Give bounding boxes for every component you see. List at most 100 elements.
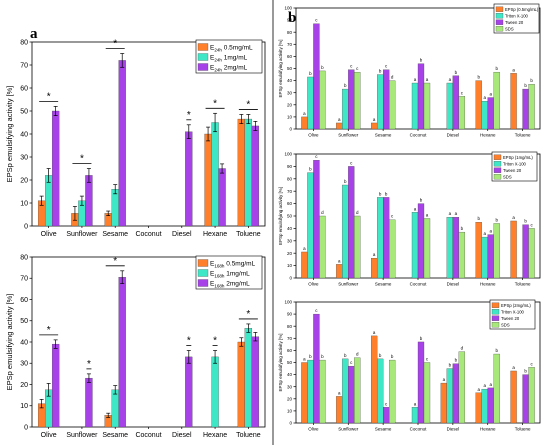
bar — [342, 358, 349, 424]
bar — [370, 258, 378, 279]
significance-star: * — [213, 98, 217, 109]
significance-letter: a — [449, 77, 452, 82]
significance-letter: c — [350, 160, 353, 165]
significance-star: * — [187, 336, 191, 347]
significance-letter: a — [489, 382, 492, 387]
bar — [423, 82, 431, 130]
significance-letter: b — [309, 71, 312, 76]
x-tick-label: Toluene — [236, 231, 261, 238]
bar — [481, 101, 488, 130]
bar — [411, 82, 419, 130]
significance-letter: a — [449, 211, 452, 216]
significance-letter: a — [373, 117, 376, 122]
bar — [493, 353, 500, 424]
y-tick-label: 80 — [20, 39, 28, 46]
bar — [388, 219, 396, 279]
panel-b-label: b — [288, 10, 296, 26]
y-tick-label: 30 — [287, 238, 293, 243]
legend-swatch — [491, 315, 500, 321]
bar — [251, 125, 260, 227]
bar — [51, 343, 60, 428]
significance-star: * — [187, 110, 191, 121]
significance-letter: a — [338, 390, 341, 395]
bar — [313, 23, 320, 130]
legend-swatch — [495, 6, 504, 12]
y-tick-label: 90 — [287, 164, 293, 169]
x-tick-label: Sunflower — [66, 231, 98, 238]
bar — [528, 228, 535, 279]
significance-letter: b — [449, 363, 452, 368]
x-tick-label: Olive — [41, 432, 57, 439]
legend-label: E24h 2mg/mL — [210, 65, 248, 73]
y-tick-label: 20 — [287, 251, 293, 256]
legend: E24h 0.5mg/mL E24h 1mg/mL E24h 2mg/mL — [195, 39, 263, 74]
bar — [423, 218, 431, 279]
significance-letter: a — [414, 401, 417, 406]
significance-letter: b — [455, 70, 458, 75]
bar — [85, 175, 93, 227]
significance-letter: a — [338, 258, 341, 263]
significance-letter: d — [391, 75, 394, 80]
y-axis-label: EPSp emulsifying activity [%] — [278, 333, 283, 391]
bar — [446, 368, 454, 424]
bar — [458, 231, 466, 279]
significance-letter: c — [350, 360, 353, 365]
legend-label: SDS — [501, 322, 510, 327]
significance-star: * — [113, 256, 117, 267]
y-tick-label: 30 — [20, 154, 28, 161]
bar — [376, 197, 384, 279]
significance-letter: c — [315, 308, 318, 313]
legend-swatch — [197, 259, 209, 267]
significance-letter: b — [385, 191, 388, 196]
bar — [510, 220, 517, 279]
significance-letter: b — [524, 83, 527, 88]
significance-letter: a — [426, 77, 429, 82]
y-tick-label: 20 — [20, 382, 28, 389]
y-tick-label: 40 — [287, 226, 293, 231]
x-tick-label: Diesel — [447, 133, 460, 138]
significance-letter: a — [483, 383, 486, 388]
chart-b2: 0 10 20 30 40 50 60 70 80 90 100 EPSp emulsifying a… — [278, 151, 541, 287]
bar — [211, 356, 219, 428]
bar — [370, 122, 378, 130]
legend-label: E168h 0.5mg/mL — [210, 261, 256, 269]
y-tick-label: 40 — [20, 339, 28, 346]
significance-letter: b — [477, 75, 480, 80]
x-tick-label: Sunflower — [338, 282, 359, 287]
significance-letter: b — [391, 354, 394, 359]
y-tick-label: 50 — [20, 318, 28, 325]
bar — [85, 377, 93, 428]
significance-letter: d — [356, 210, 359, 215]
significance-letter: b — [530, 78, 533, 83]
y-tick-label: 10 — [287, 114, 293, 119]
bar — [301, 251, 308, 279]
bar — [382, 197, 390, 279]
y-tick-label: 100 — [284, 300, 292, 305]
x-tick-label: Olive — [308, 282, 319, 287]
legend-label: E24h 0.5mg/mL — [210, 45, 253, 53]
legend-label: Triton X-100 — [501, 309, 525, 314]
bar — [376, 74, 384, 130]
bar — [411, 212, 419, 279]
bar — [475, 80, 482, 130]
legend-swatch — [197, 279, 209, 287]
bar — [354, 215, 361, 279]
significance-letter: b — [309, 167, 312, 172]
x-tick-label: Sesame — [102, 231, 128, 238]
significance-letter: a — [512, 215, 515, 220]
bar — [417, 203, 425, 279]
x-tick-label: Sesame — [375, 282, 392, 287]
significance-star: * — [47, 325, 51, 336]
legend-label: SDS — [503, 174, 512, 179]
significance-letter: b — [495, 66, 498, 71]
x-tick-label: Olive — [41, 231, 57, 238]
significance-letter: a — [455, 211, 458, 216]
x-tick-label: Toluene — [515, 427, 531, 432]
bar — [51, 110, 60, 227]
y-tick-label: 80 — [287, 176, 293, 181]
bar — [522, 88, 529, 130]
significance-star: * — [80, 154, 84, 165]
y-axis-label: EPSp emulsifying activity [%] — [5, 294, 14, 391]
bar — [319, 70, 326, 130]
